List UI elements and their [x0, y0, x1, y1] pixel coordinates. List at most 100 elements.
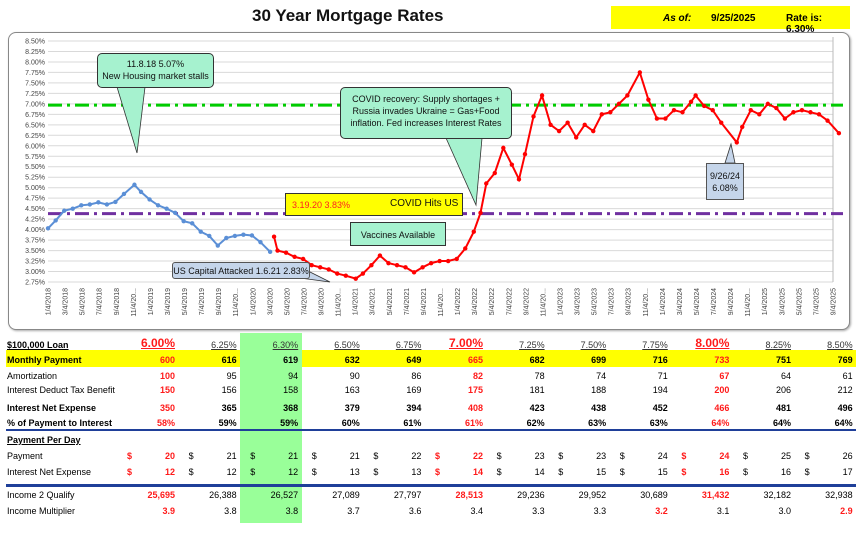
cell-int_day: 13: [349, 467, 360, 477]
cell-monthly: 682: [529, 355, 545, 365]
cell-income: 26,527: [270, 490, 299, 500]
data-point: [836, 131, 842, 136]
cell-pct: 59%: [280, 418, 299, 428]
x-tick-label: 7/4/2018: [97, 288, 104, 315]
callout-covid-hits: 3.19.20 3.83% COVID Hits US: [285, 193, 463, 216]
data-point: [87, 202, 93, 207]
data-point: [53, 218, 58, 223]
y-tick-label: 3.50%: [25, 248, 45, 255]
data-point: [791, 110, 796, 115]
cell-amort: 100: [159, 371, 175, 381]
cell-net: 481: [775, 403, 791, 413]
cell-mult: 3.4: [470, 506, 483, 516]
cell-tax: 200: [714, 385, 730, 395]
cell-amort: 86: [411, 371, 422, 381]
currency-sign: $: [127, 467, 133, 477]
cell-net: 379: [344, 403, 360, 413]
x-tick-label: 7/4/2024: [711, 288, 718, 315]
x-tick-label: 11/4/20...: [131, 288, 138, 317]
cell-rate: 6.30%: [272, 340, 299, 350]
data-point: [326, 267, 331, 272]
x-tick-label: 9/4/2020: [319, 288, 326, 315]
data-point: [258, 239, 263, 245]
cell-pct: 59%: [218, 418, 237, 428]
currency-sign: $: [558, 451, 564, 461]
cell-rate: 6.00%: [140, 336, 175, 350]
x-tick-label: 3/4/2024: [677, 288, 684, 315]
cell-mult: 3.9: [162, 506, 175, 516]
cell-tax: 156: [221, 385, 237, 395]
data-point: [335, 271, 340, 276]
data-point: [437, 258, 442, 264]
cell-tax: 158: [283, 385, 299, 395]
payment-table: $100,000 Loan Monthly Payment Amortizati…: [0, 330, 862, 536]
x-tick-label: 5/4/2024: [694, 288, 701, 315]
x-tick-label: 5/4/2025: [796, 288, 803, 315]
cell-rate: 7.00%: [448, 336, 483, 350]
currency-sign: $: [250, 451, 256, 461]
x-tick-label: 1/4/2024: [660, 288, 667, 315]
as-of-banner: As of: 9/25/2025 Rate is: 6.30%: [611, 6, 850, 35]
cell-income: 27,797: [393, 490, 422, 500]
y-tick-label: 8.25%: [25, 49, 45, 56]
data-point: [774, 105, 779, 111]
cell-amort: 82: [472, 371, 483, 381]
cell-mult: 3.1: [716, 506, 730, 516]
callout-housing-pointer: [116, 86, 146, 154]
data-point: [591, 128, 596, 134]
y-tick-label: 5.50%: [25, 164, 45, 171]
cell-pct: 60%: [341, 418, 360, 428]
data-point: [62, 208, 67, 213]
cell-pay_day: 21: [226, 451, 237, 461]
currency-sign: $: [373, 451, 379, 461]
x-tick-label: 5/4/2023: [592, 288, 599, 315]
data-point: [671, 107, 677, 113]
callout-low-rate: 6.08%: [712, 183, 738, 193]
data-point: [693, 93, 698, 98]
x-tick-label: 11/4/20...: [540, 288, 547, 317]
cell-mult: 3.8: [285, 506, 299, 516]
monthly-payment-band: [6, 350, 856, 367]
x-tick-label: 1/4/2019: [148, 288, 155, 315]
cell-tax: 175: [467, 385, 483, 395]
data-point: [445, 258, 451, 264]
data-point: [369, 263, 374, 268]
currency-sign: $: [743, 451, 749, 461]
cell-rate: 6.75%: [395, 340, 422, 350]
y-tick-label: 7.00%: [25, 101, 45, 108]
row-label-mult: Income Multiplier: [7, 506, 76, 516]
divider: [6, 484, 856, 487]
data-point: [241, 232, 246, 237]
callout-housing-text: New Housing market stalls: [102, 71, 209, 81]
y-tick-label: 7.25%: [25, 91, 45, 98]
data-point: [556, 128, 562, 134]
x-tick-label: 9/4/2018: [114, 288, 121, 315]
data-point: [394, 263, 400, 268]
cell-rate: 8.50%: [827, 340, 853, 350]
cell-rate: 7.25%: [519, 340, 545, 350]
x-tick-label: 11/4/20...: [233, 288, 240, 317]
cell-int_day: 14: [472, 467, 483, 477]
callout-covid-recovery: COVID recovery: Supply shortages + Russi…: [340, 87, 512, 139]
cell-monthly: 619: [283, 355, 299, 365]
data-point: [271, 234, 277, 239]
y-tick-label: 6.75%: [25, 112, 45, 119]
cell-monthly: 769: [837, 355, 853, 365]
cell-amort: 74: [596, 371, 607, 381]
cell-monthly: 665: [467, 355, 483, 365]
x-tick-label: 1/4/2020: [250, 288, 257, 315]
data-point: [70, 206, 75, 211]
x-tick-label: 7/4/2019: [199, 288, 206, 315]
x-tick-label: 5/4/2021: [387, 288, 394, 315]
currency-sign: $: [619, 467, 625, 477]
cell-pay_day: 20: [164, 451, 175, 461]
data-point: [539, 93, 545, 98]
cell-income: 30,689: [640, 490, 668, 500]
data-point: [138, 189, 144, 195]
cell-int_day: 15: [596, 467, 607, 477]
cell-pct: 62%: [526, 418, 545, 428]
currency-sign: $: [496, 451, 502, 461]
y-tick-label: 6.00%: [25, 143, 45, 150]
currency-sign: $: [496, 467, 502, 477]
data-point: [147, 197, 152, 202]
